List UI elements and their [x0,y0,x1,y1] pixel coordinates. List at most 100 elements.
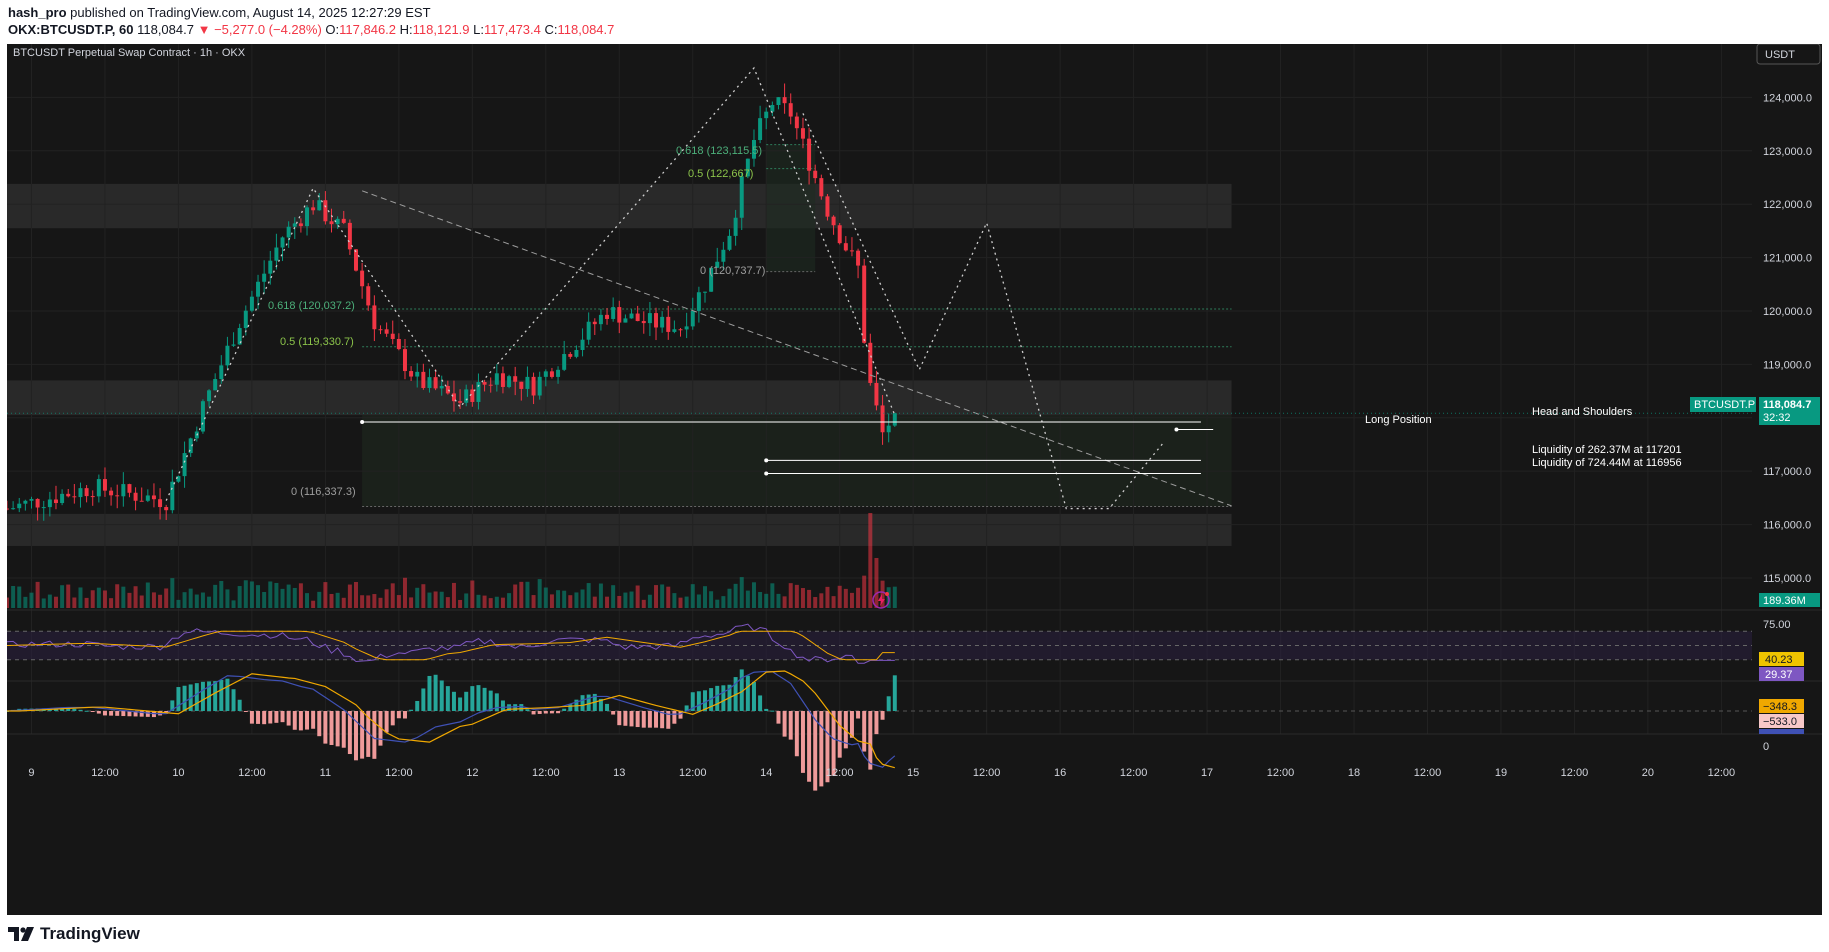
macd-hist-bar [556,711,561,714]
candle-body [727,235,732,250]
ticker-symbol[interactable]: OKX:BTCUSDT.P, 60 [8,22,134,37]
candle-body [121,484,126,497]
rsi-signal-value: 40.23 [1765,654,1793,666]
volume-bar [96,587,101,608]
macd-hist-bar [249,711,254,724]
volume-bar [35,581,40,608]
macd-hist-bar [121,711,126,717]
ticker-line: OKX:BTCUSDT.P, 60 118,084.7 ▼ −5,277.0 (… [8,22,614,37]
volume-bar [874,558,879,608]
alert-lightning-icon[interactable] [872,591,890,609]
macd-hist-bar [433,674,438,711]
chart-area[interactable]: BTCUSDT Perpetual Swap Contract · 1h · O… [5,43,1822,915]
candle-body [837,225,842,244]
macd-hist-bar [586,694,591,711]
candle-body [354,249,358,271]
volume-bar [751,582,756,608]
volume-bar [531,595,536,608]
volume-bar [678,597,683,608]
level-anchor [764,471,769,476]
macd-hist-bar [892,675,897,711]
volume-bar [11,586,16,608]
time-tick: 16 [1054,767,1066,779]
macd-hist-bar [800,711,805,773]
candle-body [831,216,836,226]
volume-bar [249,581,254,608]
volume-bar [433,591,438,608]
volume-bar [770,583,775,608]
volume-bar [549,594,554,608]
volume-bar [347,584,352,608]
candle-body [323,200,328,222]
macd-signal-line [7,670,895,769]
volume-bar [102,590,107,608]
volume-bar [623,592,628,608]
fib-label-low-618: 0.618 (120,037.2) [268,300,355,312]
author-name[interactable]: hash_pro [8,5,67,20]
time-tick: 12:00 [1120,767,1148,779]
level-anchor [764,458,769,463]
volume-bar [451,582,456,608]
volume-bar [335,592,340,608]
macd-hist-bar [543,711,548,714]
volume-bar [647,594,652,608]
volume-bar [562,590,567,608]
macd-hist-bar [354,711,358,761]
candle-body [60,493,65,504]
candle-body [654,313,659,328]
candle-body [360,270,365,287]
volume-bar [53,596,58,608]
candle-body [243,310,248,329]
tradingview-logo-icon [8,927,34,941]
candle-body [678,329,683,331]
price-tick: 119,000.0 [1763,359,1811,371]
rsi-value-tag [1759,667,1804,681]
volume-bar [445,597,450,608]
volume-bar [78,587,83,608]
candle-body [366,286,371,306]
volume-bar [813,597,818,608]
macd-hist-bar [721,685,726,711]
candle-body [488,384,493,386]
macd-line [6,670,896,768]
volume-bar [66,584,71,608]
volume-bar [605,596,610,608]
currency-selector[interactable] [1756,43,1821,65]
candle-body [390,333,395,339]
volume-bar [231,600,236,608]
macd-hist-bar [770,710,775,712]
volume-bar [696,594,701,608]
macd-hist-bar [715,685,720,711]
volume-bar [758,592,763,608]
fib-zone-top [766,144,816,272]
candle-body [862,265,867,343]
macd-hist-bar [384,711,389,733]
macd-hist-bar [139,711,144,717]
macd-hist-bar [856,711,861,719]
candle-body [53,499,58,504]
candle-body [78,488,83,498]
price-tick: 122,000.0 [1763,199,1812,211]
macd-hist-bar [641,711,646,728]
candle-body [874,382,879,406]
macd-line-tag [1759,729,1804,734]
candle-body [176,476,181,482]
candle-body [819,178,824,197]
volume-bar [684,596,689,608]
candle-body [531,376,536,396]
volume-bar [164,588,169,608]
macd-hist-bar [102,711,107,716]
tradingview-logo[interactable]: TradingView [8,924,140,944]
macd-hist-bar [611,711,616,715]
candle-body [256,281,261,297]
volume-bar [776,593,781,608]
volume-bar [402,577,407,608]
volume-bar [800,588,805,608]
macd-hist-bar [200,681,205,711]
candle-body [825,196,830,217]
price-chart[interactable]: BTCUSDT Perpetual Swap Contract · 1h · O… [5,43,1822,915]
volume-bar [764,593,769,608]
time-tick: 12:00 [1708,767,1736,779]
volume-bar [84,597,89,608]
candle-body [543,371,548,377]
